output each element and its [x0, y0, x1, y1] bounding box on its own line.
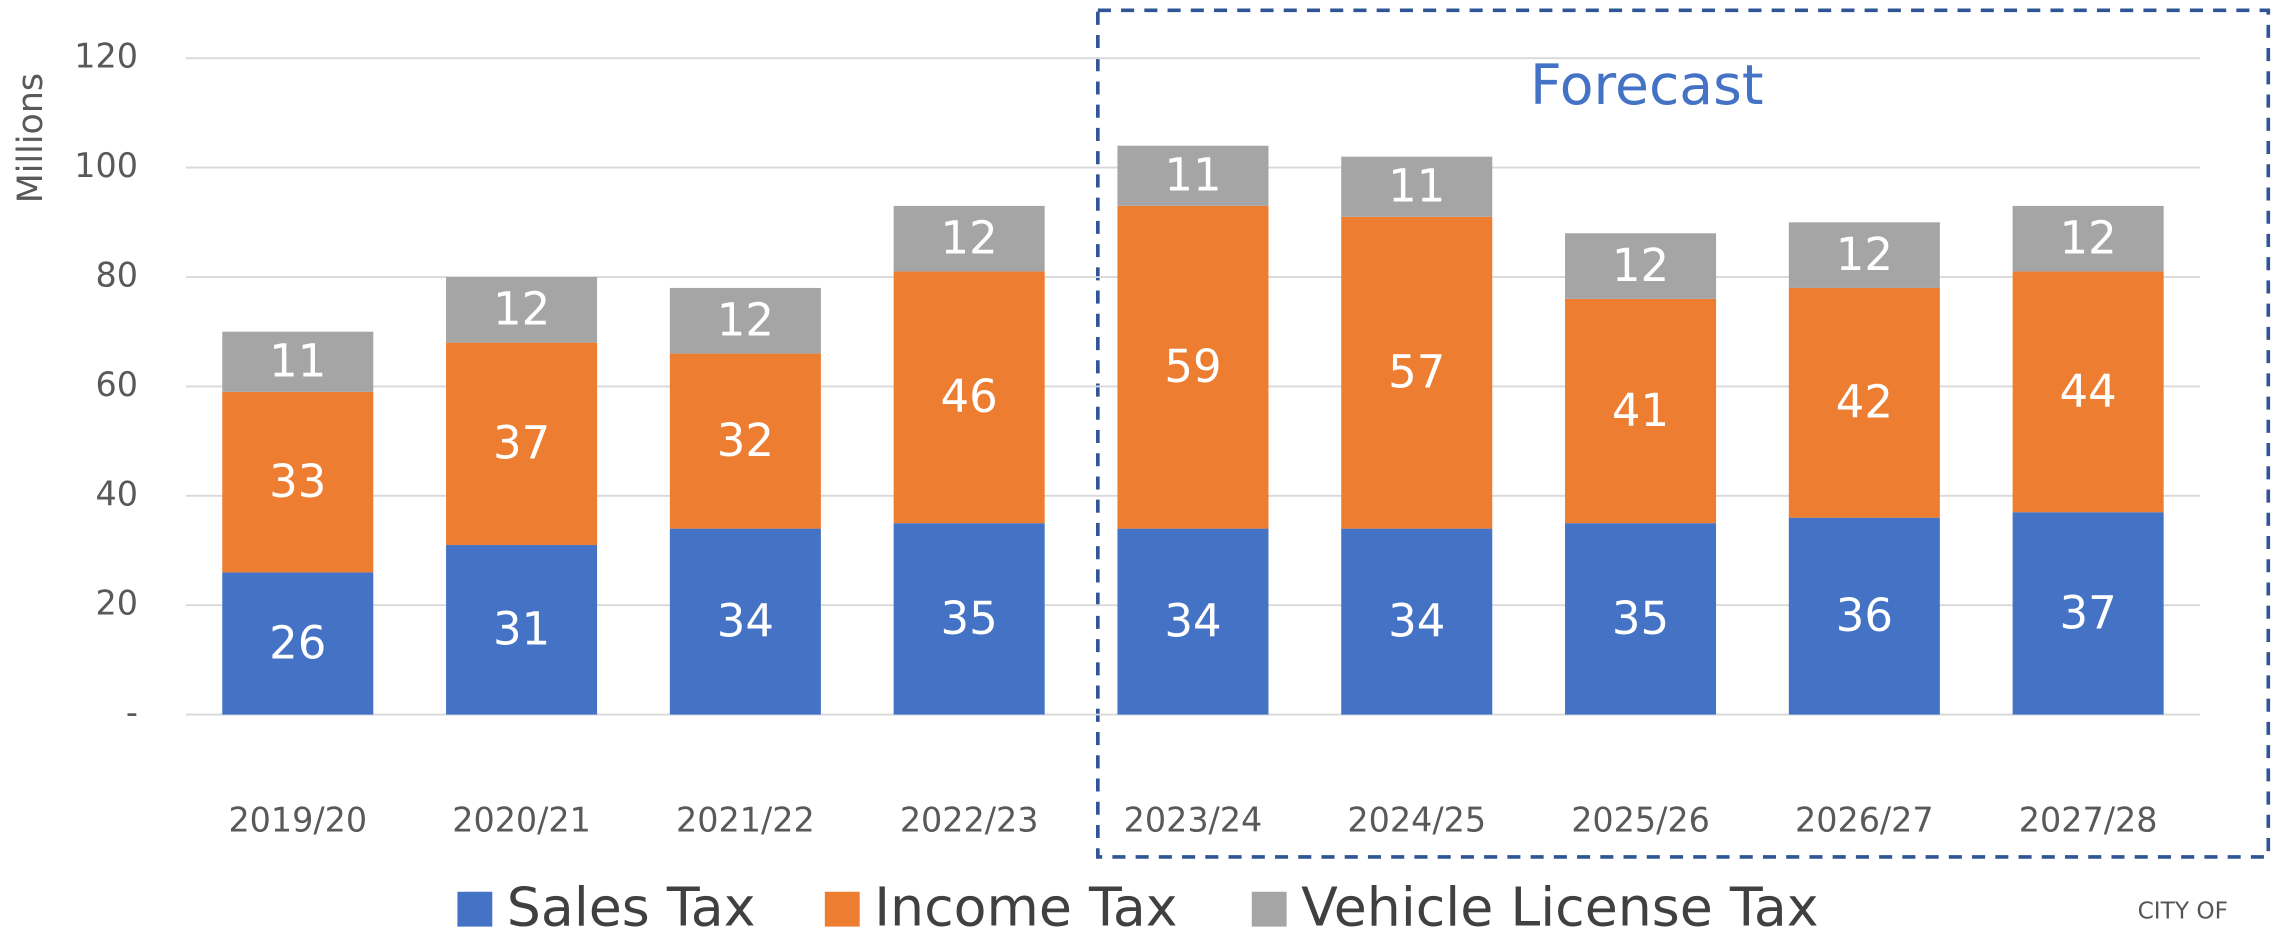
- y-tick-label: -: [126, 693, 138, 732]
- y-tick-label: 100: [74, 146, 138, 185]
- y-tick-label: 80: [95, 256, 137, 295]
- data-label: 26: [269, 616, 326, 669]
- x-tick-label: 2019/20: [228, 801, 367, 840]
- bar-segment: [446, 545, 598, 715]
- y-tick-label: 20: [95, 584, 137, 623]
- data-label: 11: [1388, 160, 1445, 213]
- x-tick-label: 2026/27: [1795, 801, 1934, 840]
- bar-segment: [222, 331, 374, 392]
- bar-segment: [446, 342, 598, 546]
- bar-segment: [893, 271, 1045, 524]
- y-tick-label: 120: [74, 37, 138, 76]
- y-tick-label: 40: [95, 474, 137, 513]
- data-label: 12: [1836, 228, 1893, 281]
- bar-segment: [1341, 156, 1493, 217]
- bar-segment: [2012, 512, 2164, 715]
- data-label: 44: [2060, 365, 2117, 418]
- data-label: 34: [1388, 595, 1445, 648]
- data-label: 37: [493, 417, 550, 470]
- y-axis-label: Millions: [11, 73, 51, 203]
- forecast-box: [1096, 8, 2271, 859]
- bar-segment: [1788, 287, 1940, 518]
- bar-segment: [2012, 205, 2164, 272]
- bar-segment: [1117, 528, 1269, 715]
- bar-segment: [222, 572, 374, 715]
- data-label: 36: [1836, 589, 1893, 642]
- bar-segment: [1117, 145, 1269, 206]
- bar-segment: [1565, 233, 1717, 299]
- data-label: 12: [2060, 212, 2117, 265]
- legend-swatch: [824, 891, 860, 927]
- bar-segment: [446, 277, 598, 343]
- data-label: 12: [717, 294, 774, 347]
- bar-segment: [1117, 205, 1269, 529]
- annotation: Forecast: [1530, 54, 1763, 118]
- bar-segment: [222, 391, 374, 573]
- bar-segment: [893, 523, 1045, 715]
- data-label: 34: [1164, 595, 1221, 648]
- bar-segment: [1341, 216, 1493, 529]
- x-tick-label: 2020/21: [452, 801, 591, 840]
- data-label: 11: [1164, 149, 1221, 202]
- legend-label: Sales Tax: [507, 875, 756, 934]
- data-label: 31: [493, 603, 550, 656]
- x-tick-label: 2023/24: [1124, 801, 1263, 840]
- data-label: 35: [941, 592, 998, 645]
- bar-segment: [669, 353, 821, 529]
- bar-segment: [2012, 271, 2164, 513]
- data-label: 41: [1612, 384, 1669, 437]
- x-tick-label: 2027/28: [2019, 801, 2158, 840]
- data-label: 34: [717, 595, 774, 648]
- x-tick-label: 2025/26: [1571, 801, 1710, 840]
- data-label: 59: [1164, 340, 1221, 393]
- bar-segment: [1565, 523, 1717, 715]
- x-tick-label: 2022/23: [900, 801, 1039, 840]
- bar-segment: [1788, 222, 1940, 288]
- bar-segment: [893, 205, 1045, 272]
- bar-segment: [669, 528, 821, 715]
- legend-label: Income Tax: [874, 875, 1177, 934]
- data-label: 33: [269, 455, 326, 508]
- logo-text: CITY OF: [2138, 898, 2228, 925]
- x-tick-label: 2024/25: [1347, 801, 1486, 840]
- data-label: 12: [941, 212, 998, 265]
- data-label: 37: [2060, 586, 2117, 639]
- data-label: 35: [1612, 592, 1669, 645]
- legend-swatch: [457, 891, 493, 927]
- legend-swatch: [1251, 891, 1287, 927]
- legend-label: Vehicle License Tax: [1301, 875, 1818, 934]
- bar-segment: [1341, 528, 1493, 715]
- data-label: 12: [493, 283, 550, 336]
- bar-segment: [1565, 298, 1717, 524]
- y-tick-label: 60: [95, 365, 137, 404]
- data-label: 42: [1836, 376, 1893, 429]
- data-label: 46: [941, 370, 998, 423]
- data-label: 57: [1388, 346, 1445, 399]
- x-tick-label: 2021/22: [676, 801, 815, 840]
- data-label: 12: [1612, 239, 1669, 292]
- bar-segment: [1788, 517, 1940, 715]
- data-label: 11: [269, 335, 326, 388]
- bar-segment: [669, 287, 821, 354]
- data-label: 32: [717, 414, 774, 467]
